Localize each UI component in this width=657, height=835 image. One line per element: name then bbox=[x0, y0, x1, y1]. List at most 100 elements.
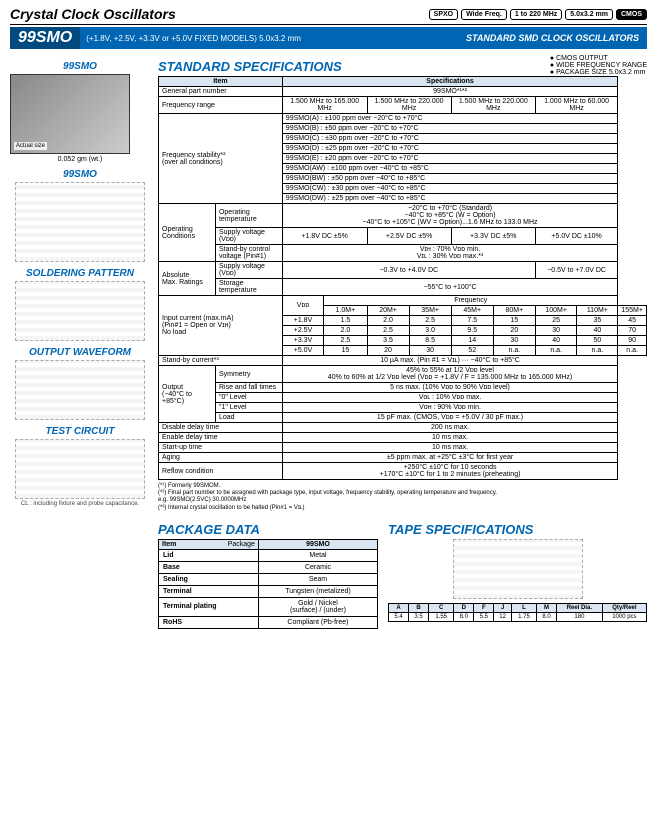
one-val: Vᴏʜ : 90% Vᴅᴅ min. bbox=[282, 403, 617, 413]
input-freq-h: Frequency bbox=[324, 296, 618, 306]
pkg-item-h: Item bbox=[162, 541, 176, 548]
input-vdd-h: Vᴅᴅ bbox=[282, 296, 323, 316]
aging-val: ±5 ppm max. at +25°C ±3°C for first year bbox=[282, 453, 617, 463]
input-1-6: 30 bbox=[535, 326, 577, 336]
pkg-row-4-label: Terminal plating bbox=[159, 597, 259, 616]
waveform-title: OUTPUT WAVEFORM bbox=[10, 347, 150, 358]
stab-1: 99SMO(B) : ±50 ppm over −20°C to +70°C bbox=[282, 124, 617, 134]
part-number: 99SMO bbox=[10, 27, 80, 49]
pkg-col: 99SMO bbox=[258, 539, 377, 549]
stab-2: 99SMO(C) : ±30 ppm over −20°C to +70°C bbox=[282, 134, 617, 144]
stab-7: 99SMO(CW) : ±30 ppm over −40°C to +85°C bbox=[282, 184, 617, 194]
pkg-row-5-label: RoHS bbox=[159, 616, 259, 628]
mech-drawing bbox=[15, 182, 145, 262]
pkg-title: PACKAGE DATA bbox=[158, 522, 378, 537]
stab-3: 99SMO(D) : ±25 ppm over −20°C to +70°C bbox=[282, 144, 617, 154]
input-1-5: 20 bbox=[493, 326, 535, 336]
input-3-6: n.a. bbox=[535, 346, 577, 356]
input-0-1: 1.5 bbox=[324, 316, 367, 326]
bullet-2: WIDE FREQUENCY RANGE bbox=[550, 62, 647, 69]
freq-col-3: 45M+ bbox=[451, 306, 493, 316]
abs-vdd-label: Supply voltage (Vᴅᴅ) bbox=[215, 262, 282, 279]
tape-v-4: 5.5 bbox=[474, 612, 494, 621]
input-1-2: 2.5 bbox=[367, 326, 409, 336]
input-0-0: +1.8V bbox=[282, 316, 323, 326]
startup-val: 10 ms max. bbox=[282, 443, 617, 453]
load-label: Load bbox=[215, 413, 282, 423]
optemp-label: Operating temperature bbox=[215, 204, 282, 228]
pkg-row-0-val: Metal bbox=[258, 549, 377, 561]
tape-dim-table: ABCDFJLMReel Dia.Qty/Reel 5.43.51.558.05… bbox=[388, 603, 647, 622]
pkg-row-0-label: Lid bbox=[159, 549, 259, 561]
tape-h-8: Reel Dia. bbox=[557, 603, 603, 612]
item-header: Item bbox=[159, 77, 283, 87]
load-val: 15 pF max. (CMOS, Vᴅᴅ = +5.0V / 30 pF ma… bbox=[282, 413, 617, 423]
tape-h-5: J bbox=[494, 603, 512, 612]
vdd-label: Supply voltage (Vᴅᴅ) bbox=[215, 228, 282, 245]
input-2-4: 14 bbox=[451, 336, 493, 346]
input-1-8: 70 bbox=[618, 326, 647, 336]
header-row: Crystal Clock Oscillators SPXO Wide Freq… bbox=[10, 6, 647, 25]
opcond-label: Operating Conditions bbox=[159, 204, 216, 262]
pkg-row-2-label: Sealing bbox=[159, 573, 259, 585]
sym-val: 45% to 55% at 1/2 Vᴅᴅ level 40% to 60% a… bbox=[282, 366, 617, 383]
spec-header: Specifications bbox=[282, 77, 617, 87]
vdd-2: +3.3V DC ±5% bbox=[451, 228, 535, 245]
soldering-drawing bbox=[15, 281, 145, 341]
badge-cmos: CMOS bbox=[616, 9, 647, 20]
footnotes: (*¹) Formerly 99SMOM. (*²) Final part nu… bbox=[158, 483, 647, 512]
stab-0: 99SMO(A) : ±100 ppm over −20°C to +70°C bbox=[282, 114, 617, 124]
waveform-drawing bbox=[15, 360, 145, 420]
storage-label: Storage temperature bbox=[215, 279, 282, 296]
abs-vdd-0: −0.3V to +4.0V DC bbox=[282, 262, 535, 279]
vdd-0: +1.8V DC ±5% bbox=[282, 228, 367, 245]
testcircuit-note: CL : including fixture and probe capacit… bbox=[10, 501, 150, 507]
freq-col-2: 35M+ bbox=[409, 306, 451, 316]
input-0-3: 2.5 bbox=[409, 316, 451, 326]
photo-title: 99SMO bbox=[10, 61, 150, 72]
tape-section: TAPE SPECIFICATIONS ABCDFJLMReel Dia.Qty… bbox=[388, 518, 647, 629]
spec-title: STANDARD SPECIFICATIONS bbox=[158, 59, 342, 74]
standby-cur-val: 10 µA max. (Pin #1 = Vɪʟ) ··· −40°C to +… bbox=[282, 356, 617, 366]
freq-col-1: 20M+ bbox=[367, 306, 409, 316]
input-0-6: 25 bbox=[535, 316, 577, 326]
stab-5: 99SMO(AW) : ±100 ppm over −40°C to +85°C bbox=[282, 164, 617, 174]
input-2-6: 40 bbox=[535, 336, 577, 346]
tape-h-1: B bbox=[409, 603, 429, 612]
pkg-row-1-val: Ceramic bbox=[258, 561, 377, 573]
input-3-8: n.a. bbox=[618, 346, 647, 356]
input-3-1: 15 bbox=[324, 346, 367, 356]
pkg-row-3-val: Tungsten (metalized) bbox=[258, 585, 377, 597]
tape-v-7: 8.0 bbox=[537, 612, 557, 621]
tape-h-0: A bbox=[389, 603, 409, 612]
rise-label: Rise and fall times bbox=[215, 383, 282, 393]
pkg-pkg-h: Package bbox=[228, 541, 255, 548]
zero-label: "0" Level bbox=[215, 393, 282, 403]
input-2-0: +3.3V bbox=[282, 336, 323, 346]
vdd-3: +5.0V DC ±10% bbox=[535, 228, 617, 245]
bar-right: STANDARD SMD CLOCK OSCILLATORS bbox=[466, 33, 647, 43]
blue-bar: 99SMO (+1.8V, +2.5V, +3.3V or +5.0V FIXE… bbox=[10, 27, 647, 49]
disable-label: Disable delay time bbox=[159, 423, 283, 433]
input-0-5: 15 bbox=[493, 316, 535, 326]
one-label: "1" Level bbox=[215, 403, 282, 413]
freq-v3: 1.500 MHz to 220.000 MHz bbox=[451, 97, 535, 114]
input-3-2: 20 bbox=[367, 346, 409, 356]
actual-size-label: Actual size bbox=[14, 142, 47, 150]
footnote-1: (*¹) Formerly 99SMOM. bbox=[158, 483, 647, 490]
pkg-section: PACKAGE DATA Item Package 99SMO LidMetal… bbox=[158, 518, 378, 629]
tape-h-4: F bbox=[474, 603, 494, 612]
input-0-2: 2.0 bbox=[367, 316, 409, 326]
freq-col-4: 80M+ bbox=[493, 306, 535, 316]
input-0-4: 7.5 bbox=[451, 316, 493, 326]
input-1-4: 9.5 bbox=[451, 326, 493, 336]
freq-col-7: 155M+ bbox=[618, 306, 647, 316]
left-column: 99SMO Actual size 0.052 gm (wt.) 99SMO S… bbox=[10, 55, 150, 629]
tape-v-0: 5.4 bbox=[389, 612, 409, 621]
pkg-row-3-label: Terminal bbox=[159, 585, 259, 597]
abs-vdd-1: −0.5V to +7.0V DC bbox=[535, 262, 617, 279]
product-photo: Actual size bbox=[10, 74, 130, 154]
freq-v2: 1.500 MHz to 220.000 MHz bbox=[367, 97, 451, 114]
tape-v-8: 180 bbox=[557, 612, 603, 621]
stab-label: Frequency stability*² (over all conditio… bbox=[159, 114, 283, 204]
